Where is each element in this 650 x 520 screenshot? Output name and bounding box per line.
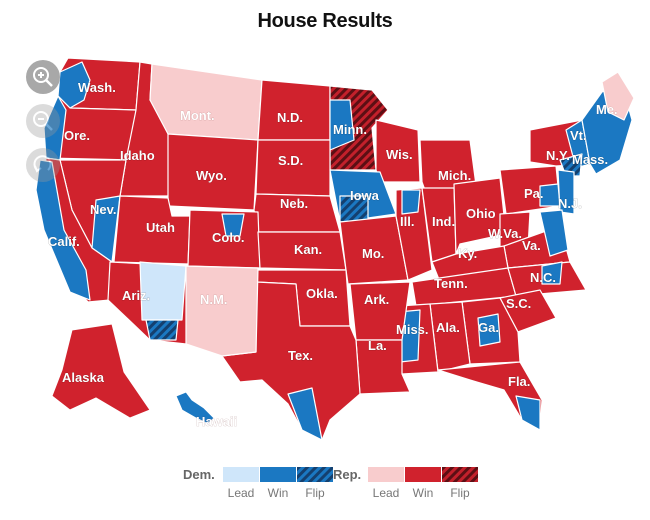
legend-rep-lead-text: Lead (372, 486, 400, 500)
state-label: Mo. (362, 246, 384, 261)
ill-dem-districts (401, 189, 421, 215)
state-label: Mich. (438, 168, 471, 183)
state-alaska[interactable] (51, 323, 151, 419)
alaska-hawaii (51, 323, 215, 425)
state-labels: Wash. Ore. Idaho Mont. N.D. Minn. Me. Vt.N.Y. Ma… (48, 80, 618, 430)
state-nm[interactable] (181, 265, 259, 357)
state-label: Ark. (364, 292, 389, 307)
state-label: Me. (596, 102, 618, 117)
ga-dem-district (477, 313, 501, 347)
state-label: Tex. (288, 348, 313, 363)
state-label: Fla. (508, 374, 530, 389)
state-label: S.C. (506, 296, 531, 311)
state-label: Ore. (64, 128, 90, 143)
state-label: Ariz. (122, 288, 150, 303)
zoom-in-button[interactable] (26, 60, 60, 94)
state-label: Wis. (386, 147, 413, 162)
state-label: Hawaii (196, 414, 237, 429)
zoom-out-icon (33, 111, 53, 131)
legend: Dem. Lead Win Flip Rep. Lead Win Flip (183, 465, 483, 505)
legend-rep-win-text: Win (412, 486, 434, 500)
map-title: House Results (257, 10, 393, 32)
state-label: Alaska (62, 370, 105, 385)
colo-dem-district (221, 213, 245, 237)
legend-rep-lead-swatch (368, 467, 404, 482)
state-label: N.Y. (546, 148, 570, 163)
ore-dem-districts (43, 95, 67, 161)
state-mo[interactable] (339, 215, 409, 285)
state-label: N.J. (558, 196, 582, 211)
state-sd[interactable] (255, 139, 331, 197)
state-label: Nev. (90, 202, 117, 217)
state-label: Calif. (48, 234, 80, 249)
state-label: Ohio (466, 206, 496, 221)
state-hawaii[interactable] (175, 391, 215, 425)
calif-dem-coast (35, 159, 91, 301)
state-label: Wyo. (196, 168, 227, 183)
legend-rep-flip-text: Flip (450, 486, 470, 500)
state-label: Mont. (180, 108, 215, 123)
reset-icon (33, 155, 52, 173)
state-label: Colo. (212, 230, 245, 245)
tex-dem-districts (287, 387, 323, 441)
state-label: S.D. (278, 153, 303, 168)
legend-rep-label: Rep. (333, 467, 362, 482)
state-label: Mass. (572, 152, 608, 167)
state-label: Vt. (570, 128, 587, 143)
zoom-in-icon (33, 67, 53, 87)
state-label: N.M. (200, 292, 227, 307)
state-label: Minn. (333, 122, 367, 137)
legend-rep-flip-swatch (442, 467, 478, 482)
legend-dem-lead-text: Lead (227, 486, 255, 500)
legend-dem-win-text: Win (267, 486, 289, 500)
reset-view-button[interactable] (26, 148, 60, 182)
legend-dem-label: Dem. (183, 467, 215, 482)
state-wis[interactable] (375, 119, 421, 183)
state-label: Pa. (524, 186, 544, 201)
state-label: Kan. (294, 242, 322, 257)
state-label: N.C. (530, 270, 556, 285)
state-label: Wash. (78, 80, 116, 95)
va-dem-districts (539, 209, 569, 257)
state-label: La. (368, 338, 387, 353)
state-label: Iowa (350, 188, 380, 203)
legend-dem-flip-swatch (297, 467, 333, 482)
legend-dem-lead-swatch (223, 467, 259, 482)
fla-dem-district (515, 395, 541, 431)
continental-us (35, 57, 635, 441)
state-label: Idaho (120, 148, 155, 163)
nc-dem-district (541, 261, 563, 285)
state-mont[interactable] (149, 63, 263, 141)
ariz-lead-district (139, 261, 187, 321)
state-label: Utah (146, 220, 175, 235)
state-label: Tenn. (434, 276, 468, 291)
state-label: Miss. (396, 322, 429, 337)
legend-dem-win-swatch (260, 467, 296, 482)
state-label: Ky. (458, 246, 477, 261)
state-label: Va. (522, 238, 541, 253)
state-label: Ga. (478, 320, 499, 335)
legend-rep-win-swatch (405, 467, 441, 482)
state-ohio[interactable] (453, 177, 507, 255)
minn-dem-district (329, 99, 355, 151)
ariz-flip (145, 319, 179, 341)
legend-dem-flip-text: Flip (305, 486, 325, 500)
state-label: Neb. (280, 196, 308, 211)
state-label: N.D. (277, 110, 303, 125)
state-label: Ala. (436, 320, 460, 335)
state-label: Ind. (432, 214, 455, 229)
zoom-out-button[interactable] (26, 104, 60, 138)
state-label: Okla. (306, 286, 338, 301)
state-me[interactable] (601, 71, 635, 121)
state-label: Ill. (400, 214, 414, 229)
state-label: W.Va. (488, 226, 522, 241)
us-house-map[interactable]: Wash. Ore. Idaho Mont. N.D. Minn. Me. Vt.N.Y. Ma… (0, 0, 650, 460)
state-nj[interactable] (557, 169, 575, 215)
